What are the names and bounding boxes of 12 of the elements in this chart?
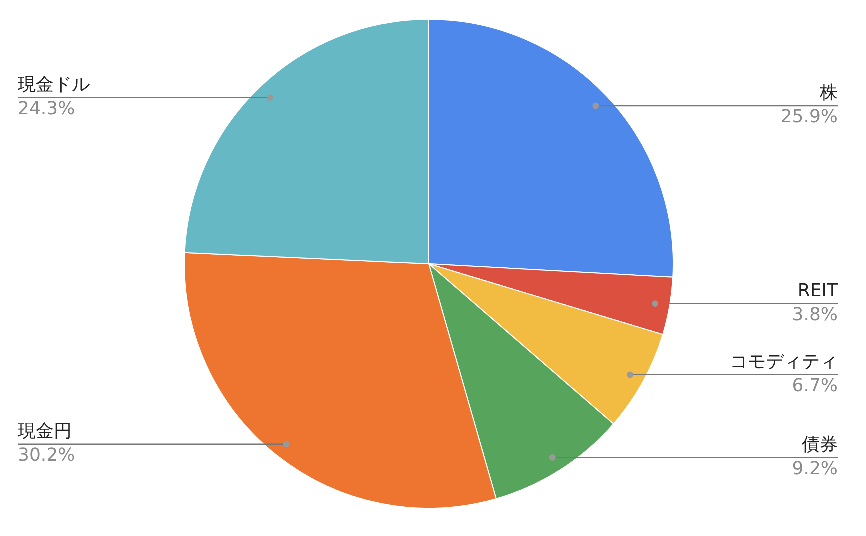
slice-label: 株 [819,82,838,104]
slice-label: コモディティ [730,352,838,373]
data-label: 6.7% [792,376,838,397]
slice-label: 債券 [802,434,838,456]
data-label: 9.2% [792,458,838,480]
slice-label: 現金円 [18,421,72,442]
slice-label: REIT [798,280,839,302]
data-label: 30.2% [18,445,76,466]
data-label: 24.3% [18,98,76,120]
data-label: 25.9% [780,106,838,128]
data-label: 3.8% [792,304,838,326]
slice-label: 現金ドル [18,74,90,96]
